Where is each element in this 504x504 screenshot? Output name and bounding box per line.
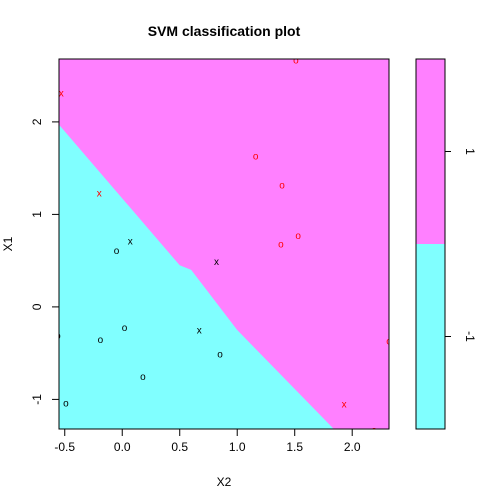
data-point-red-5: o [295,231,301,242]
legend: 1 -1 [415,58,477,430]
data-point-red-3: o [279,180,285,191]
legend-swatch-negative [416,244,445,429]
data-point-black-8: o [63,399,69,410]
y-tick-label-2: 1 [30,211,44,218]
data-point-black-2: o [98,335,104,346]
x-tick-label-3: 1.0 [229,440,246,454]
data-point-red-4: o [278,240,284,251]
data-point-black-5: x [197,326,202,337]
y-tick-label-1: 0 [30,303,44,310]
data-point-red-9: o [371,425,377,436]
legend-swatch-positive [416,59,445,244]
y-tick-label-0: -1 [30,394,44,405]
data-point-black-7: x [214,257,219,268]
data-point-black-1: x [128,237,133,248]
chart-title: SVM classification plot [148,23,301,39]
data-point-black-9: o [55,331,61,342]
data-point-black-3: o [122,323,128,334]
data-point-red-1: x [97,189,102,200]
x-tick-label-2: 0.5 [171,440,188,454]
x-tick-label-4: 1.5 [286,440,303,454]
x-tick-label-0: -0.5 [54,440,75,454]
decision-region-negative [59,124,334,429]
data-point-red-0: x [59,89,64,100]
x-axis: -0.5 0.0 0.5 1.0 1.5 2.0 [54,428,361,454]
legend-frame [415,58,446,430]
y-axis-title: X1 [1,236,15,251]
data-point-red-2: o [253,152,259,163]
legend-label-negative: -1 [463,331,477,342]
y-tick-label-3: 2 [30,118,44,125]
x-tick-label-1: 0.0 [114,440,131,454]
data-point-black-6: o [217,350,223,361]
y-axis: -1 0 1 2 [30,118,60,405]
legend-label-positive: 1 [463,148,477,155]
data-point-black-4: o [140,372,146,383]
x-tick-label-5: 2.0 [344,440,361,454]
data-point-red-8: o [386,337,392,348]
data-point-red-7: x [342,400,347,411]
data-point-black-0: o [114,246,120,257]
x-axis-title: X2 [217,475,232,489]
data-point-red-6: o [293,55,299,66]
